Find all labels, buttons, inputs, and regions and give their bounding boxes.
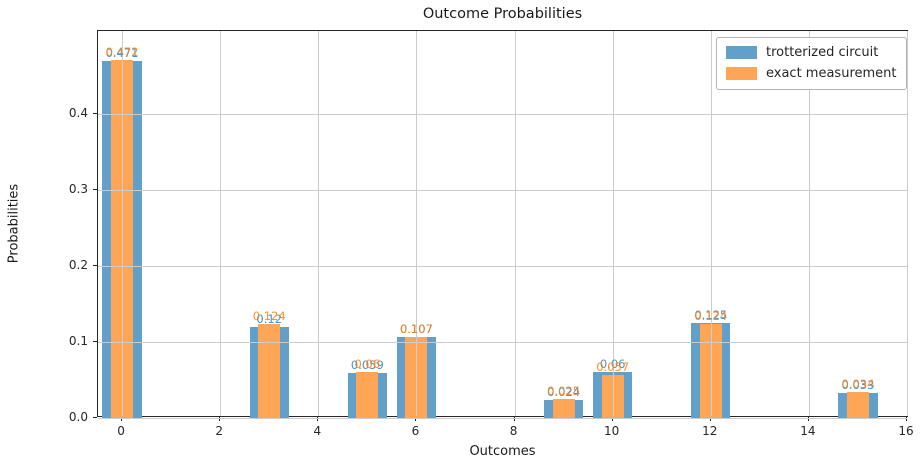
gridline-horizontal — [98, 418, 907, 419]
gridline-vertical — [416, 31, 418, 416]
plot-area: 0.471 0.12 0.059 0.107 0.024 0.06 0.125 0.033 0.… — [97, 30, 909, 419]
bar-exact-x3 — [258, 323, 281, 418]
y-tick-label: 0.0 — [68, 410, 88, 424]
bar-value-label: 0.124 — [252, 308, 286, 323]
x-tick-mark — [611, 417, 613, 421]
gridline-vertical — [710, 31, 712, 416]
bar-value-label: 0.472 — [105, 44, 139, 59]
y-tick-mark — [93, 417, 97, 418]
x-tick-mark — [807, 417, 809, 421]
y-tick-label: 0.1 — [68, 334, 88, 349]
x-axis-label: Outcomes — [469, 444, 536, 459]
chart-title: Outcome Probabilities — [422, 6, 583, 22]
bar-value-label: 0.471 — [105, 45, 139, 60]
legend-swatch-orange — [726, 67, 757, 80]
bar-value-label: 0.033 — [841, 377, 875, 392]
gridline-horizontal — [98, 342, 907, 344]
bar-exact-x12 — [699, 323, 722, 418]
legend-swatch-blue — [726, 46, 757, 59]
x-tick-label: 6 — [411, 424, 420, 438]
legend-label: trotterized circuit — [766, 45, 879, 60]
x-tick-label: 14 — [800, 424, 816, 438]
bar-value-label: 0.024 — [547, 384, 581, 399]
bar-value-label: 0.059 — [350, 358, 384, 373]
x-tick-mark — [709, 417, 711, 421]
gridline-vertical — [612, 31, 614, 416]
gridline-horizontal — [98, 190, 907, 192]
x-tick-label: 8 — [509, 424, 518, 438]
y-tick-mark — [93, 189, 97, 191]
legend-item-exact: exact measurement — [726, 66, 897, 81]
gridline-vertical — [122, 31, 124, 416]
bar-value-label: 0.124 — [694, 308, 728, 323]
x-tick-label: 12 — [702, 424, 718, 438]
bar-value-label: 0.125 — [694, 308, 728, 323]
bar-exact-x15 — [846, 392, 869, 418]
x-tick-mark — [317, 417, 319, 421]
y-tick-mark — [93, 341, 97, 343]
y-axis-label: Probabilities — [6, 183, 22, 264]
x-tick-mark — [219, 417, 221, 421]
x-tick-mark — [121, 417, 123, 421]
x-tick-mark — [906, 417, 908, 421]
gridline-vertical — [220, 31, 222, 416]
bar-value-label: 0.034 — [841, 377, 875, 392]
gridline-vertical — [318, 31, 320, 416]
gridline-vertical — [808, 31, 810, 416]
y-tick-label: 0.4 — [68, 106, 88, 121]
gridline-horizontal — [98, 114, 907, 116]
y-tick-mark — [93, 113, 97, 115]
y-tick-label: 0.2 — [68, 258, 88, 273]
bar-value-label: 0.107 — [399, 321, 433, 336]
bar-value-label: 0.025 — [547, 384, 581, 399]
x-tick-label: 2 — [215, 424, 223, 438]
bar-value-label: 0.107 — [399, 321, 433, 336]
x-tick-label: 10 — [604, 424, 620, 438]
bar-value-label: 0.06 — [599, 357, 626, 372]
bar-exact-x5 — [356, 372, 379, 418]
x-tick-label: 4 — [313, 424, 322, 438]
x-tick-mark — [415, 417, 417, 421]
bar-value-label: 0.12 — [256, 311, 283, 326]
gridline-vertical — [514, 31, 516, 416]
x-tick-label: 16 — [898, 424, 914, 438]
bar-exact-x9 — [552, 399, 575, 418]
bar-exact-x10 — [601, 374, 624, 418]
gridline-vertical — [907, 31, 909, 416]
x-tick-label: 0 — [117, 424, 125, 438]
y-tick-mark — [93, 265, 97, 267]
y-tick-label: 0.3 — [68, 182, 88, 197]
gridline-horizontal — [98, 266, 907, 268]
legend: trotterized circuit exact measurement — [716, 37, 907, 90]
x-tick-mark — [513, 417, 515, 421]
bar-value-label: 0.06 — [354, 357, 381, 372]
legend-label: exact measurement — [766, 66, 897, 81]
bar-value-label: 0.057 — [596, 359, 630, 374]
legend-item-trotterized: trotterized circuit — [726, 45, 896, 60]
